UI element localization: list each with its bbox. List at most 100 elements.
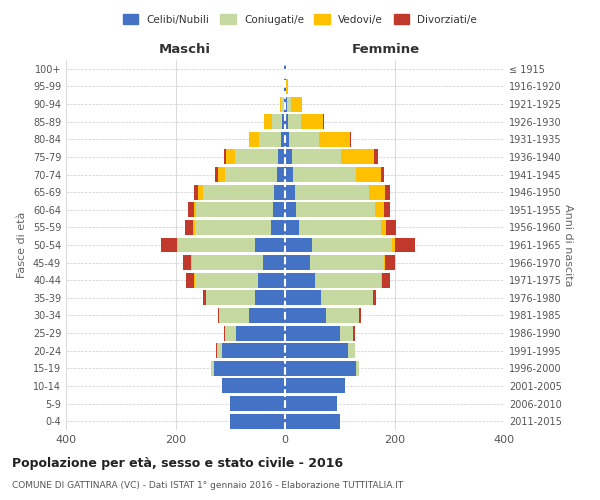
Bar: [285, 361, 356, 376]
Bar: [285, 238, 313, 252]
Bar: [263, 255, 285, 270]
Bar: [320, 290, 373, 306]
Bar: [285, 273, 315, 287]
Bar: [348, 343, 355, 358]
Bar: [292, 150, 341, 164]
Bar: [183, 255, 191, 270]
Bar: [206, 290, 255, 306]
Bar: [285, 414, 340, 428]
Bar: [381, 220, 386, 235]
Bar: [315, 273, 381, 287]
Bar: [299, 220, 381, 235]
Bar: [178, 238, 255, 252]
Bar: [285, 290, 320, 306]
Bar: [278, 150, 285, 164]
Bar: [382, 273, 390, 287]
Bar: [285, 202, 296, 218]
Bar: [373, 290, 376, 306]
Bar: [193, 220, 194, 235]
Bar: [259, 132, 281, 147]
Bar: [285, 220, 299, 235]
Y-axis label: Fasce di età: Fasce di età: [17, 212, 27, 278]
Bar: [285, 96, 287, 112]
Text: Popolazione per età, sesso e stato civile - 2016: Popolazione per età, sesso e stato civil…: [12, 458, 343, 470]
Bar: [196, 202, 273, 218]
Bar: [211, 361, 214, 376]
Bar: [281, 132, 285, 147]
Bar: [249, 132, 259, 147]
Bar: [284, 96, 285, 112]
Bar: [285, 184, 295, 200]
Bar: [185, 220, 193, 235]
Bar: [230, 414, 285, 428]
Bar: [285, 343, 348, 358]
Bar: [291, 96, 302, 112]
Bar: [341, 150, 374, 164]
Bar: [356, 167, 381, 182]
Bar: [340, 326, 353, 340]
Bar: [285, 308, 326, 323]
Bar: [381, 273, 382, 287]
Bar: [194, 273, 257, 287]
Bar: [177, 238, 178, 252]
Bar: [222, 343, 285, 358]
Bar: [286, 79, 288, 94]
Bar: [301, 114, 323, 129]
Bar: [236, 326, 285, 340]
Bar: [225, 326, 236, 340]
Text: COMUNE DI GATTINARA (VC) - Dati ISTAT 1° gennaio 2016 - Elaborazione TUTTITALIA.: COMUNE DI GATTINARA (VC) - Dati ISTAT 1°…: [12, 481, 403, 490]
Y-axis label: Anni di nascita: Anni di nascita: [563, 204, 573, 286]
Bar: [376, 202, 383, 218]
Text: Femmine: Femmine: [352, 44, 420, 57]
Bar: [186, 273, 194, 287]
Bar: [285, 326, 340, 340]
Bar: [296, 202, 376, 218]
Bar: [255, 238, 285, 252]
Bar: [264, 114, 272, 129]
Bar: [226, 150, 235, 164]
Bar: [392, 238, 395, 252]
Bar: [295, 184, 369, 200]
Bar: [285, 114, 288, 129]
Text: Maschi: Maschi: [158, 44, 210, 57]
Bar: [220, 308, 250, 323]
Bar: [199, 184, 203, 200]
Bar: [383, 202, 390, 218]
Bar: [225, 167, 277, 182]
Bar: [214, 361, 285, 376]
Bar: [293, 167, 356, 182]
Bar: [222, 378, 285, 394]
Bar: [277, 167, 285, 182]
Bar: [282, 114, 285, 129]
Bar: [353, 326, 355, 340]
Bar: [257, 273, 285, 287]
Bar: [350, 132, 351, 147]
Bar: [188, 202, 194, 218]
Bar: [280, 96, 281, 112]
Bar: [271, 220, 285, 235]
Bar: [356, 361, 359, 376]
Bar: [194, 202, 196, 218]
Bar: [218, 308, 220, 323]
Bar: [288, 114, 301, 129]
Bar: [326, 308, 359, 323]
Bar: [287, 96, 291, 112]
Bar: [250, 308, 285, 323]
Bar: [203, 290, 206, 306]
Bar: [224, 150, 226, 164]
Bar: [310, 255, 383, 270]
Bar: [217, 343, 222, 358]
Bar: [359, 308, 361, 323]
Bar: [273, 202, 285, 218]
Bar: [369, 184, 385, 200]
Bar: [385, 184, 389, 200]
Bar: [285, 378, 345, 394]
Bar: [215, 167, 218, 182]
Bar: [285, 255, 310, 270]
Bar: [255, 290, 285, 306]
Bar: [381, 167, 383, 182]
Bar: [289, 132, 319, 147]
Bar: [285, 132, 289, 147]
Bar: [313, 238, 392, 252]
Bar: [274, 184, 285, 200]
